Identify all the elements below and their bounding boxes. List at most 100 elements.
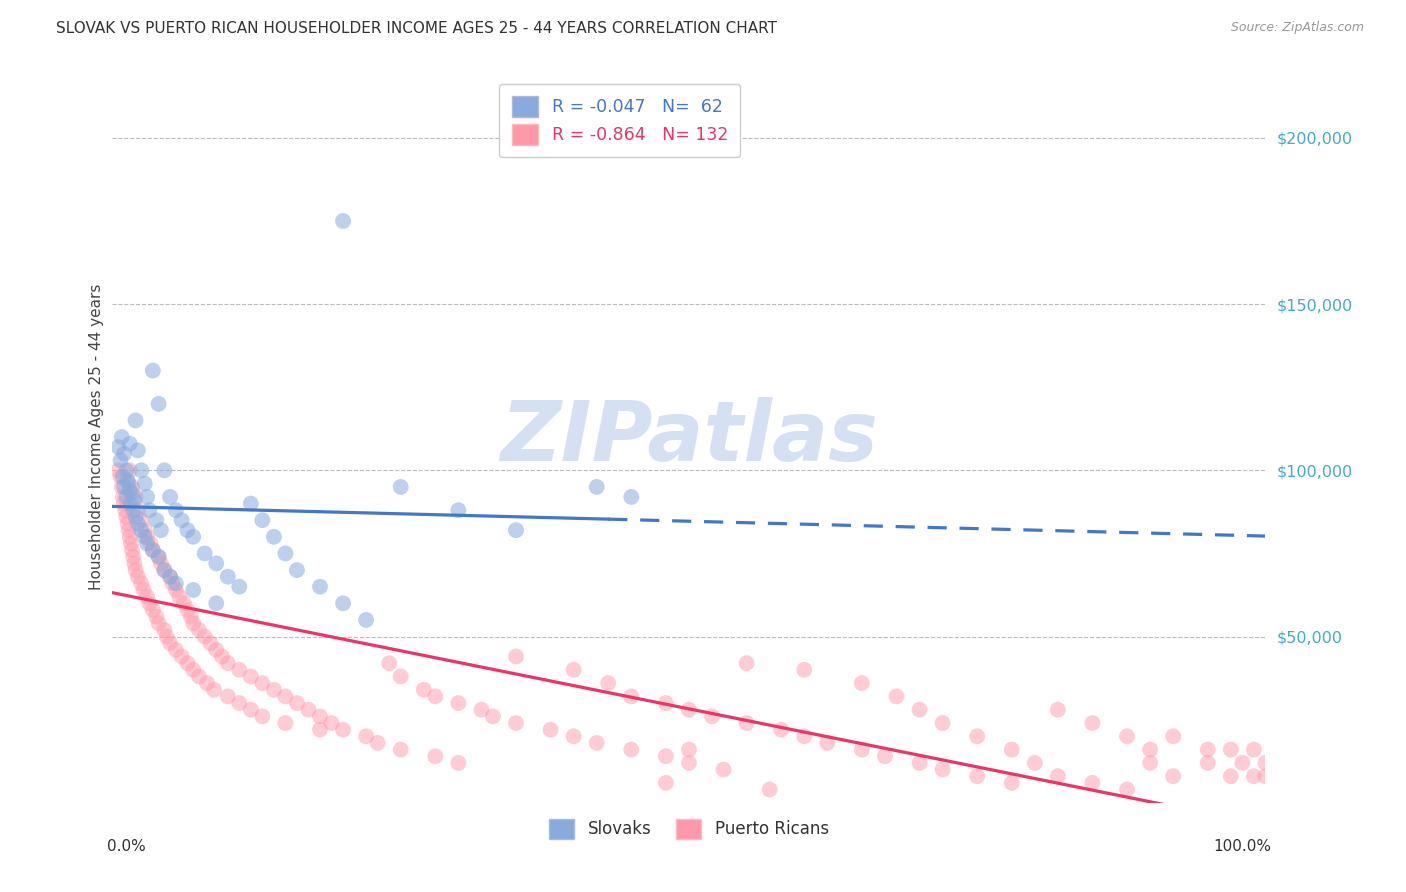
Point [181, 616, 204, 631]
Point [148, 397, 170, 411]
Point [211, 649, 233, 664]
Point [1116, 729, 1139, 743]
Point [309, 580, 332, 594]
Point [121, 543, 143, 558]
Point [620, 490, 643, 504]
Point [966, 769, 988, 783]
Point [121, 486, 143, 500]
Point [389, 742, 412, 756]
Point [124, 493, 146, 508]
Point [124, 490, 146, 504]
Point [145, 513, 167, 527]
Point [425, 690, 447, 704]
Point [389, 480, 412, 494]
Point [138, 503, 160, 517]
Point [112, 497, 135, 511]
Point [655, 776, 678, 790]
Point [118, 483, 141, 498]
Point [1139, 756, 1161, 770]
Point [107, 463, 129, 477]
Point [176, 603, 198, 617]
Point [111, 480, 134, 494]
Point [1001, 742, 1024, 756]
Point [115, 490, 138, 504]
Point [598, 676, 620, 690]
Point [180, 609, 202, 624]
Point [620, 742, 643, 756]
Point [1197, 742, 1219, 756]
Point [181, 582, 204, 597]
Point [505, 716, 527, 731]
Text: SLOVAK VS PUERTO RICAN HOUSEHOLDER INCOME AGES 25 - 44 YEARS CORRELATION CHART: SLOVAK VS PUERTO RICAN HOUSEHOLDER INCOM… [56, 21, 778, 36]
Point [188, 623, 211, 637]
Point [145, 609, 167, 624]
Point [678, 742, 700, 756]
Point [389, 669, 412, 683]
Point [205, 557, 228, 571]
Point [110, 470, 132, 484]
Point [1219, 742, 1241, 756]
Point [159, 490, 181, 504]
Point [562, 729, 585, 743]
Point [165, 643, 187, 657]
Point [815, 736, 838, 750]
Point [228, 696, 250, 710]
Point [200, 636, 222, 650]
Point [122, 549, 145, 564]
Point [124, 509, 146, 524]
Point [111, 470, 134, 484]
Point [205, 643, 228, 657]
Point [793, 729, 815, 743]
Point [121, 480, 143, 494]
Point [159, 570, 181, 584]
Point [1081, 776, 1104, 790]
Point [127, 516, 149, 531]
Point [165, 582, 187, 597]
Point [655, 749, 678, 764]
Y-axis label: Householder Income Ages 25 - 44 years: Householder Income Ages 25 - 44 years [89, 284, 104, 591]
Point [181, 663, 204, 677]
Point [700, 709, 723, 723]
Point [332, 214, 354, 228]
Point [202, 682, 225, 697]
Point [1161, 769, 1184, 783]
Point [156, 630, 179, 644]
Text: 100.0%: 100.0% [1213, 839, 1271, 855]
Point [851, 676, 873, 690]
Point [117, 523, 139, 537]
Point [886, 690, 908, 704]
Text: Source: ZipAtlas.com: Source: ZipAtlas.com [1230, 21, 1364, 34]
Point [165, 503, 187, 517]
Point [110, 453, 132, 467]
Point [1254, 769, 1277, 783]
Point [134, 530, 156, 544]
Point [117, 516, 139, 531]
Point [173, 596, 195, 610]
Point [1139, 742, 1161, 756]
Point [851, 742, 873, 756]
Point [562, 663, 585, 677]
Point [1024, 756, 1046, 770]
Point [263, 682, 285, 697]
Point [169, 590, 191, 604]
Point [1081, 716, 1104, 731]
Point [263, 530, 285, 544]
Point [758, 782, 780, 797]
Point [1197, 756, 1219, 770]
Point [873, 749, 896, 764]
Point [713, 763, 735, 777]
Point [540, 723, 562, 737]
Point [136, 490, 159, 504]
Point [1001, 776, 1024, 790]
Point [142, 363, 165, 377]
Point [188, 669, 211, 683]
Point [585, 736, 607, 750]
Point [285, 563, 308, 577]
Point [505, 523, 527, 537]
Point [176, 656, 198, 670]
Point [136, 536, 159, 550]
Point [321, 716, 343, 731]
Point [118, 436, 141, 450]
Point [134, 523, 156, 537]
Point [139, 536, 162, 550]
